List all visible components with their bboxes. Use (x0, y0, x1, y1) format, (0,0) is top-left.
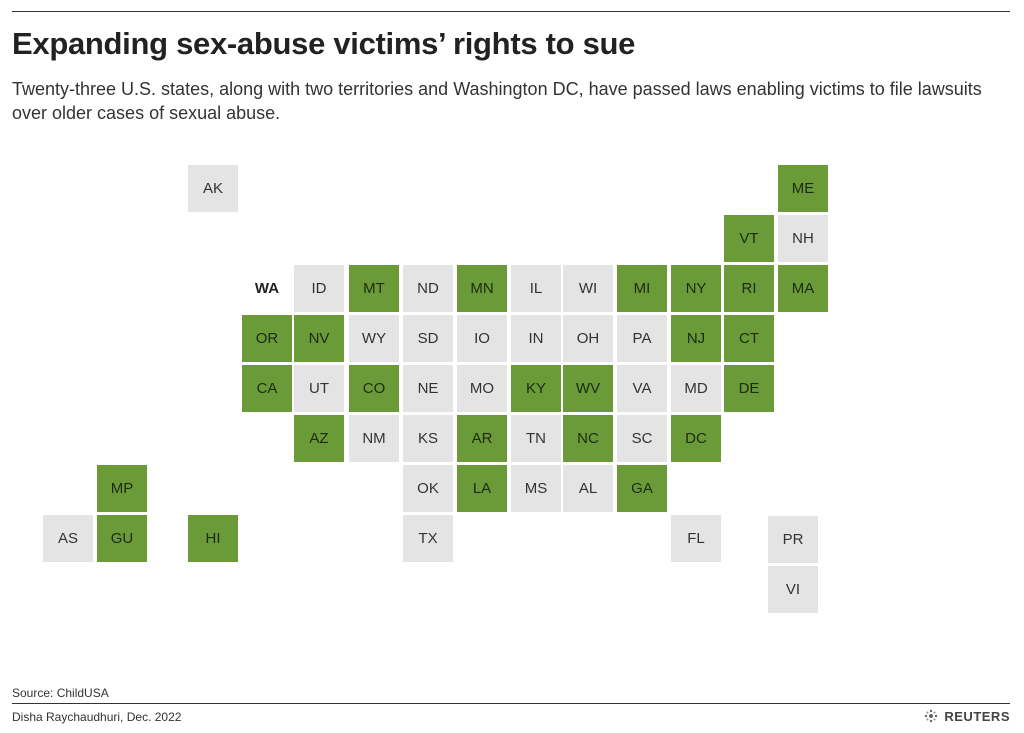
state-tile-vi: VI (768, 566, 818, 613)
state-tile-vt: VT (724, 215, 774, 262)
state-tile-ky: KY (511, 365, 561, 412)
state-tile-pa: PA (617, 315, 667, 362)
state-tile-in: IN (511, 315, 561, 362)
state-tile-nh: NH (778, 215, 828, 262)
state-tile-tx: TX (403, 515, 453, 562)
state-tile-mo: MO (457, 365, 507, 412)
state-tile-dc: DC (671, 415, 721, 462)
state-tile-io: IO (457, 315, 507, 362)
state-tile-il: IL (511, 265, 561, 312)
state-tile-ok: OK (403, 465, 453, 512)
state-tile-mp: MP (97, 465, 147, 512)
state-tile-nm: NM (349, 415, 399, 462)
page-subtitle: Twenty-three U.S. states, along with two… (12, 79, 982, 123)
state-tile-sd: SD (403, 315, 453, 362)
state-tile-co: CO (349, 365, 399, 412)
state-tile-wi: WI (563, 265, 613, 312)
state-tile-nc: NC (563, 415, 613, 462)
state-tile-ct: CT (724, 315, 774, 362)
bottom-rule (12, 703, 1010, 704)
state-tile-ca: CA (242, 365, 292, 412)
state-tile-as: AS (43, 515, 93, 562)
state-tile-gu: GU (97, 515, 147, 562)
page-title: Expanding sex-abuse victims’ rights to s… (12, 26, 636, 61)
state-tile-ma: MA (778, 265, 828, 312)
state-tile-ks: KS (403, 415, 453, 462)
state-tile-md: MD (671, 365, 721, 412)
brand-name: REUTERS (944, 708, 1010, 724)
state-tile-mi: MI (617, 265, 667, 312)
state-tile-ny: NY (671, 265, 721, 312)
state-tile-pr: PR (768, 516, 818, 563)
state-tile-or: OR (242, 315, 292, 362)
state-tile-fl: FL (671, 515, 721, 562)
state-tile-al: AL (563, 465, 613, 512)
state-tile-wv: WV (563, 365, 613, 412)
state-tile-va: VA (617, 365, 667, 412)
brand: REUTERS (923, 708, 1010, 724)
state-tile-me: ME (778, 165, 828, 212)
state-tile-la: LA (457, 465, 507, 512)
state-tile-wy: WY (349, 315, 399, 362)
state-tile-tn: TN (511, 415, 561, 462)
source-note: Source: ChildUSA (12, 686, 109, 700)
reuters-logo-icon (925, 709, 938, 723)
state-tile-ne: NE (403, 365, 453, 412)
top-rule (12, 11, 1010, 12)
state-tile-ri: RI (724, 265, 774, 312)
state-tile-ak: AK (188, 165, 238, 212)
state-tile-wa: WA (254, 280, 280, 297)
state-tile-az: AZ (294, 415, 344, 462)
state-tile-mt: MT (349, 265, 399, 312)
state-tile-nd: ND (403, 265, 453, 312)
state-tile-sc: SC (617, 415, 667, 462)
state-tile-ga: GA (617, 465, 667, 512)
state-tile-mn: MN (457, 265, 507, 312)
credit-line: Disha Raychaudhuri, Dec. 2022 (12, 710, 182, 724)
state-tile-nj: NJ (671, 315, 721, 362)
state-tile-de: DE (724, 365, 774, 412)
state-tile-oh: OH (563, 315, 613, 362)
state-tile-ms: MS (511, 465, 561, 512)
state-tile-id: ID (294, 265, 344, 312)
state-tile-ar: AR (457, 415, 507, 462)
state-tile-nv: NV (294, 315, 344, 362)
state-tile-hi: HI (188, 515, 238, 562)
state-tile-ut: UT (294, 365, 344, 412)
